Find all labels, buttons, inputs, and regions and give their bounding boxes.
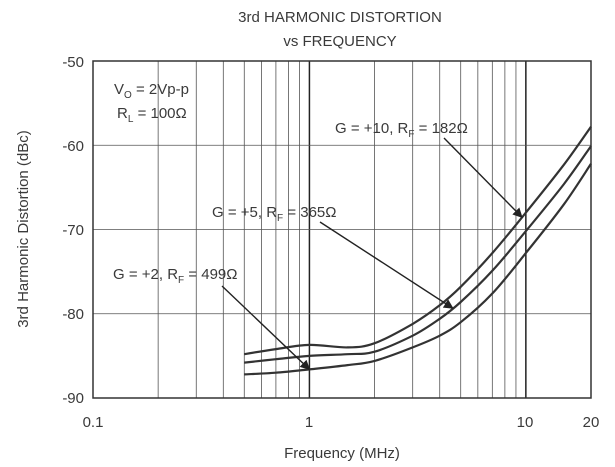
y-tick-label: -90 <box>62 390 84 407</box>
y-tick-label: -60 <box>62 138 84 155</box>
annotation-arrow-0 <box>443 137 523 218</box>
x-tick-label: 10 <box>517 414 534 431</box>
series-line-0 <box>244 126 592 356</box>
series-label-g10: G = +10, RF = 182Ω <box>335 120 468 140</box>
x-tick-label: 1 <box>305 414 313 431</box>
chart-subtitle: vs FREQUENCY <box>283 33 396 50</box>
annotation-arrow-1 <box>319 221 454 309</box>
plot-frame <box>92 60 592 399</box>
y-tick-label: -70 <box>62 222 84 239</box>
condition-rl: RL = 100Ω <box>117 105 187 125</box>
y-tick-label: -50 <box>62 54 84 71</box>
annotation-arrow-2 <box>221 285 311 371</box>
condition-vo: VO = 2Vp-p <box>114 81 189 101</box>
series-line-1 <box>244 145 592 364</box>
y-tick-labels: -50 -60 -70 -80 -90 <box>62 54 84 407</box>
y-tick-label: -80 <box>62 306 84 323</box>
x-tick-labels: 0.1 1 10 20 <box>83 414 600 431</box>
series-label-g2: G = +2, RF = 499Ω <box>113 266 238 286</box>
y-axis-label: 3rd Harmonic Distortion (dBc) <box>15 130 32 328</box>
chart-title: 3rd HARMONIC DISTORTION <box>238 9 442 26</box>
x-tick-label: 0.1 <box>83 414 104 431</box>
annotations <box>221 137 523 371</box>
x-tick-label: 20 <box>583 414 600 431</box>
series-label-g5: G = +5, RF = 365Ω <box>212 204 337 224</box>
series-layer <box>244 126 592 376</box>
x-axis-label: Frequency (MHz) <box>284 445 400 462</box>
